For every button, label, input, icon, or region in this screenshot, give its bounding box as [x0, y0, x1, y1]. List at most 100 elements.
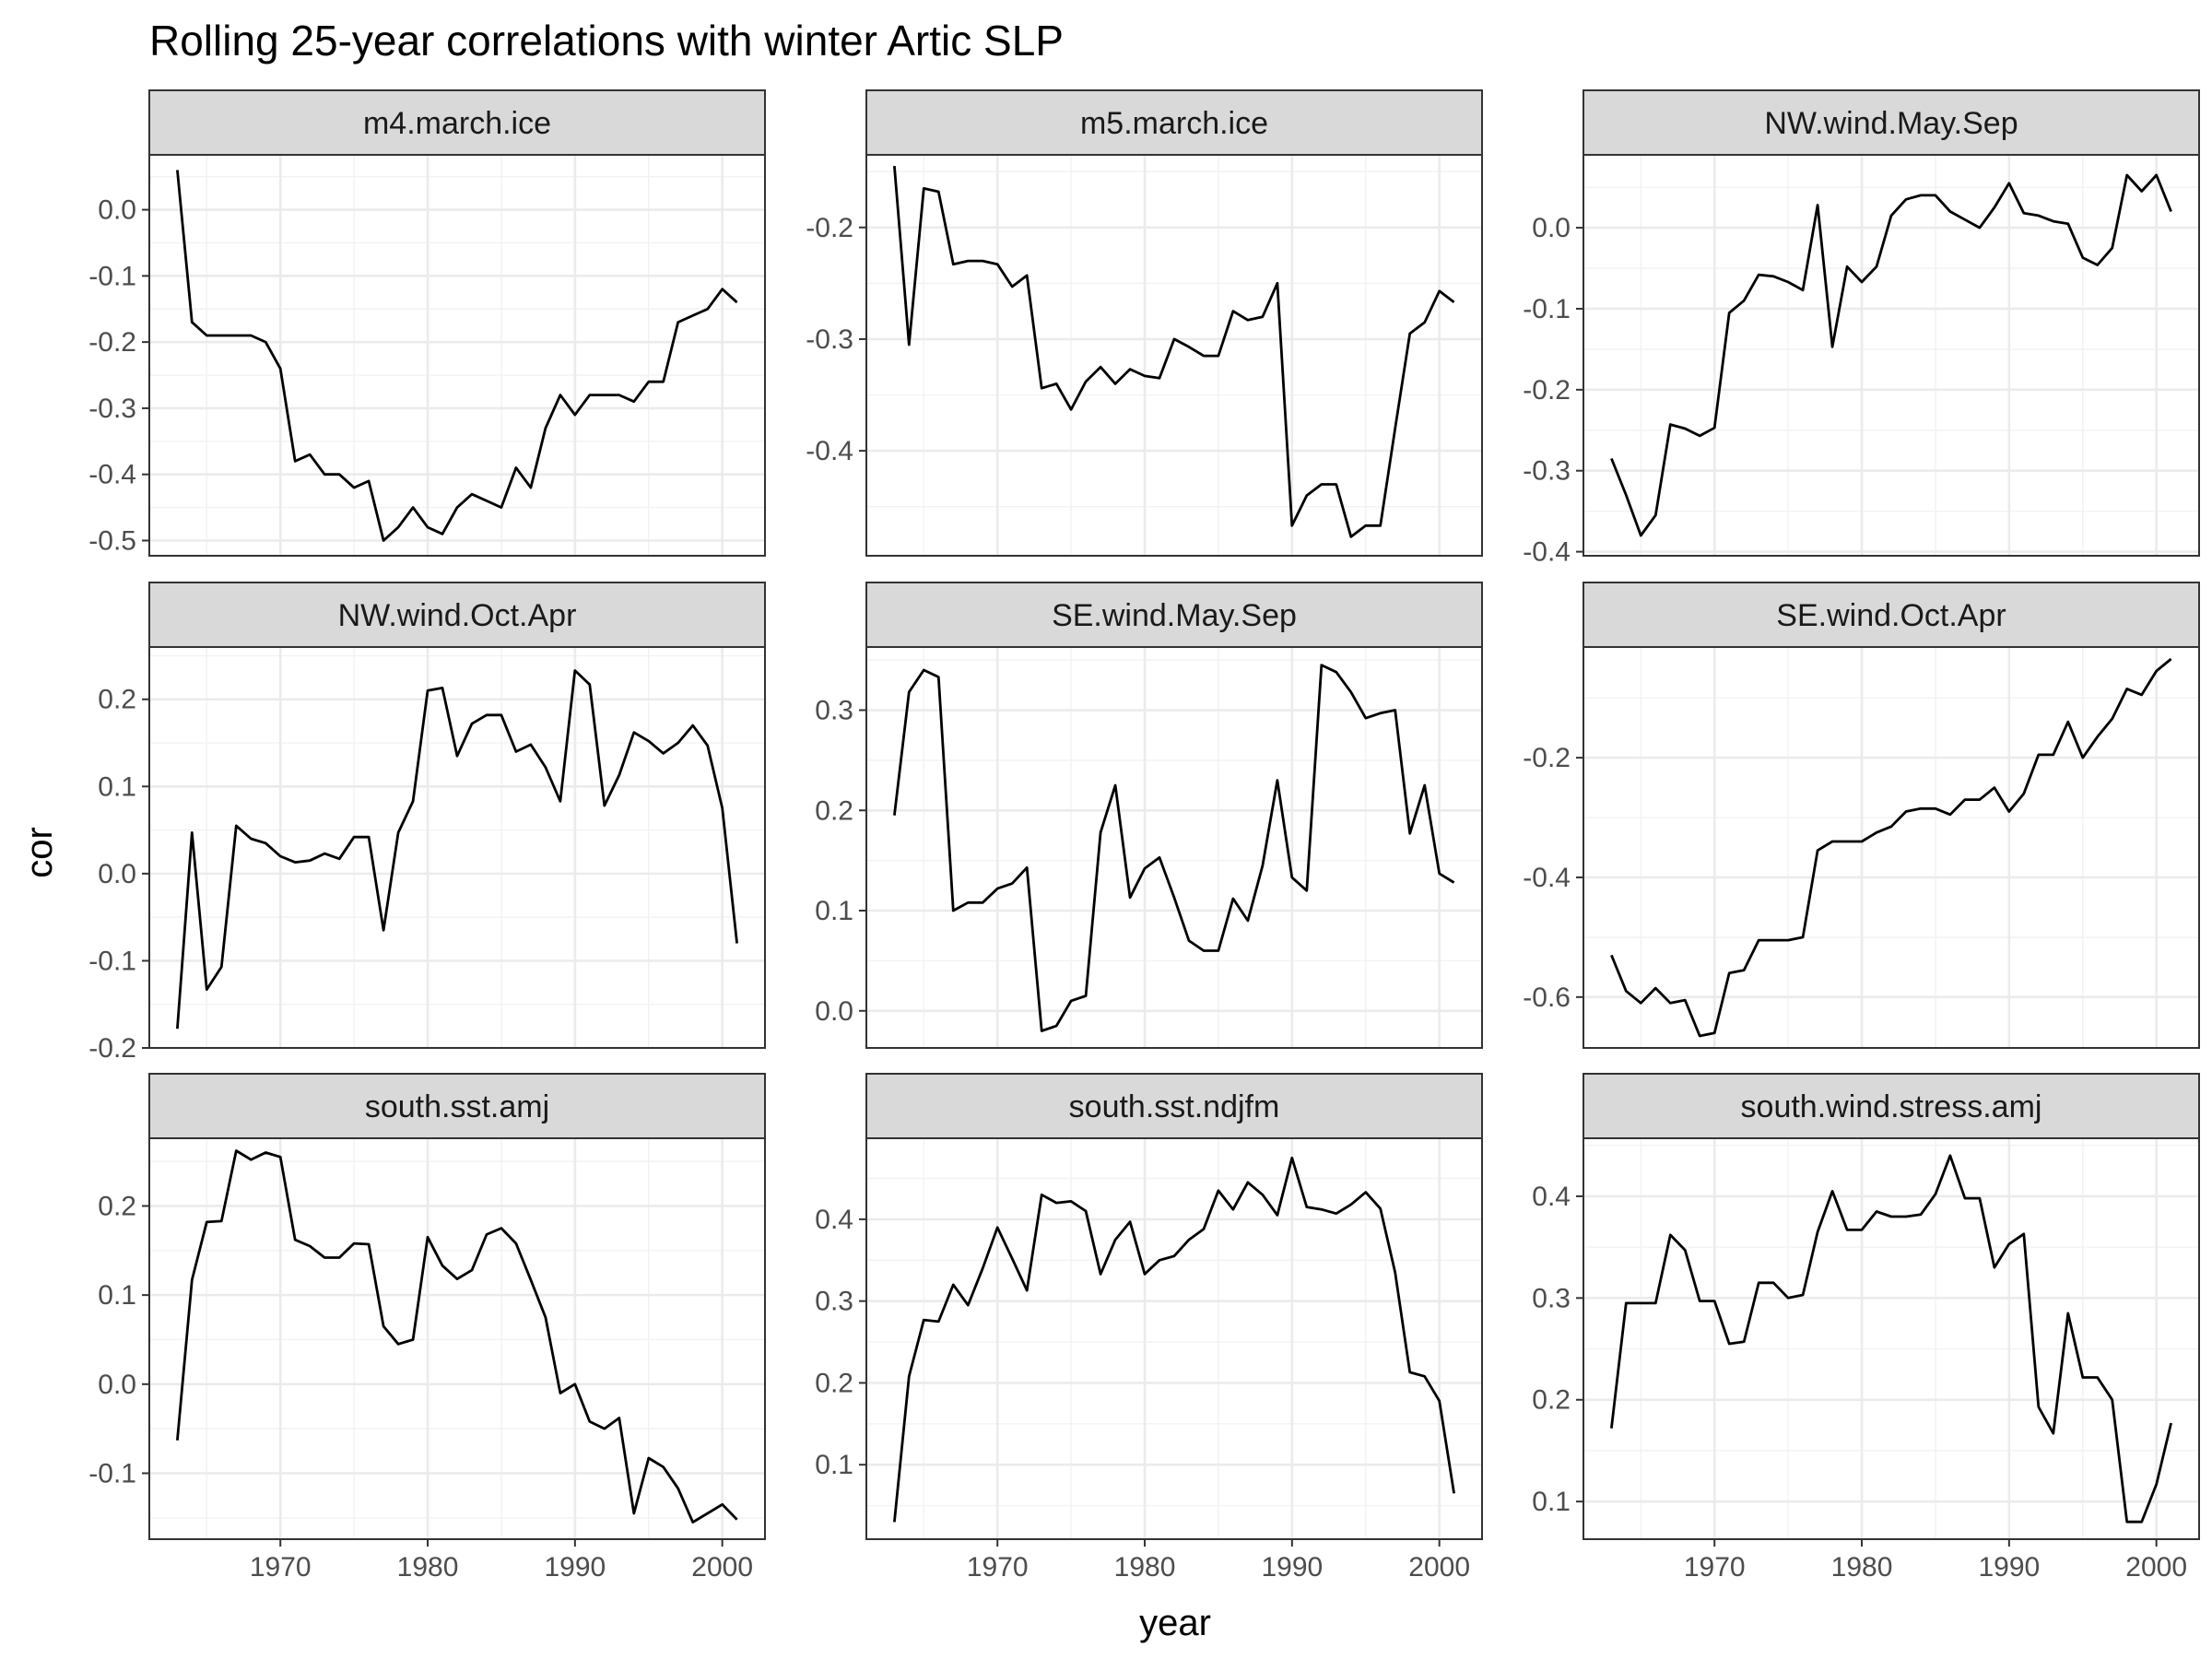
series-line [893, 165, 1455, 538]
series-line [893, 1156, 1455, 1523]
y-tick-label: -0.4 [806, 436, 853, 466]
facet-strip-label: m4.march.ice [363, 106, 551, 141]
x-tick-label: 1970 [967, 1552, 1029, 1583]
y-tick-label: 0.1 [815, 896, 853, 926]
panel-background [149, 647, 765, 1048]
facet-strip-label: NW.wind.Oct.Apr [338, 598, 577, 633]
series-line [1610, 1154, 2172, 1524]
facet-strip [148, 582, 766, 648]
y-tick-label: 0.4 [815, 1205, 853, 1235]
y-tick-label: 0.1 [815, 1450, 853, 1480]
y-tick-label: -0.3 [806, 324, 853, 355]
y-tick-label: 0.1 [1532, 1487, 1571, 1517]
facet-strip [865, 582, 1483, 648]
y-tick-label: -0.2 [1523, 743, 1571, 773]
y-tick-label: 0.0 [1532, 213, 1571, 243]
facet-strip [865, 89, 1483, 156]
facet-panel: south.sst.ndjfm 0.4 0.3 0.2 0.1 1970 1980 1990 2… [815, 1073, 1483, 1583]
x-axis-title: year [1139, 1603, 1211, 1643]
y-tick-label: -0.1 [1523, 294, 1571, 324]
series-line [893, 664, 1455, 1032]
y-tick-label: 0.0 [98, 859, 136, 889]
facet-panel: m4.march.ice 0.0 -0.1 -0.2 -0.3 -0.4 -0.5 [88, 89, 766, 557]
y-tick-label: 0.2 [98, 1191, 136, 1221]
panel-border [865, 1137, 1483, 1540]
y-tick-label: 0.2 [815, 795, 853, 826]
panel-border [148, 1137, 766, 1540]
series-line [176, 669, 738, 1030]
x-tick-label: 2000 [2125, 1552, 2187, 1583]
facet-strip-label: south.wind.stress.amj [1741, 1089, 2042, 1124]
y-tick-label: -0.5 [88, 525, 136, 556]
y-tick-label: -0.2 [88, 1033, 136, 1064]
panel-background [866, 155, 1482, 556]
x-tick-label: 1990 [1261, 1552, 1323, 1583]
facet-strip [1583, 89, 2200, 156]
panel-border [865, 154, 1483, 557]
facet-panel: NW.wind.Oct.Apr 0.2 0.1 0.0 -0.1 -0.2 [88, 582, 766, 1064]
facet-panel: SE.wind.May.Sep 0.3 0.2 0.1 0.0 [815, 582, 1483, 1049]
facet-strip-label: south.sst.amj [365, 1089, 549, 1124]
y-tick-label: 0.1 [98, 771, 136, 802]
y-axis-title: cor [19, 827, 60, 878]
y-tick-label: 0.3 [815, 696, 853, 726]
facet-strip-label: south.sst.ndjfm [1069, 1089, 1280, 1124]
facet-strip-label: m5.march.ice [1080, 106, 1268, 141]
facet-strip [1583, 582, 2200, 648]
panel-background [866, 1138, 1482, 1539]
facet-panel: south.sst.amj 0.2 0.1 0.0 -0.1 1970 1980 1990 20… [88, 1073, 766, 1583]
y-tick-label: -0.2 [806, 213, 853, 243]
y-tick-label: -0.2 [1523, 375, 1571, 406]
series-line [176, 1149, 738, 1524]
x-tick-label: 1970 [1684, 1552, 1746, 1583]
y-tick-label: 0.4 [1532, 1182, 1571, 1212]
facet-panel: m5.march.ice -0.2 -0.3 -0.4 [806, 89, 1483, 557]
panel-border [148, 154, 766, 557]
y-tick-label: 0.1 [98, 1280, 136, 1311]
y-tick-label: -0.4 [88, 460, 136, 490]
facet-panel: NW.wind.May.Sep 0.0 -0.1 -0.2 -0.3 -0.4 [1523, 89, 2200, 568]
facet-strip-label: NW.wind.May.Sep [1764, 106, 2018, 141]
y-tick-label: 0.3 [815, 1287, 853, 1317]
panel-background [1583, 155, 2199, 556]
series-line [1610, 173, 2172, 537]
panel-border [1583, 646, 2200, 1049]
facet-strip [1583, 1073, 2200, 1139]
x-tick-label: 1980 [1114, 1552, 1176, 1583]
x-tick-label: 2000 [1408, 1552, 1470, 1583]
y-tick-label: 0.2 [815, 1368, 853, 1398]
y-tick-label: -0.4 [1523, 863, 1571, 893]
y-tick-label: -0.6 [1523, 982, 1571, 1013]
panel-border [865, 646, 1483, 1049]
panel-border [148, 646, 766, 1049]
y-tick-label: 0.2 [98, 685, 136, 715]
panel-background [1583, 647, 2199, 1048]
facet-panel: SE.wind.Oct.Apr -0.2 -0.4 -0.6 [1523, 582, 2200, 1049]
facet-strip [865, 1073, 1483, 1139]
y-tick-label: 0.0 [98, 195, 136, 226]
series-line [1610, 657, 2172, 1038]
facet-panel: south.wind.stress.amj 0.4 0.3 0.2 0.1 1970 198… [1532, 1073, 2200, 1583]
series-line [176, 170, 738, 542]
facet-strip-label: SE.wind.May.Sep [1052, 598, 1297, 633]
x-tick-label: 1990 [1978, 1552, 2040, 1583]
y-tick-label: -0.1 [88, 946, 136, 976]
panel-border [1583, 154, 2200, 557]
x-tick-label: 2000 [691, 1552, 753, 1583]
y-tick-label: 0.0 [815, 996, 853, 1027]
y-tick-label: -0.3 [88, 394, 136, 424]
y-tick-label: 0.2 [1532, 1385, 1571, 1416]
y-tick-label: -0.4 [1523, 537, 1571, 568]
y-tick-label: -0.2 [88, 327, 136, 358]
y-tick-label: 0.3 [1532, 1283, 1571, 1313]
facet-strip-label: SE.wind.Oct.Apr [1776, 598, 2006, 633]
facet-panels: m4.march.ice 0.0 -0.1 -0.2 -0.3 -0.4 -0.5 m5.ma… [88, 89, 2200, 1583]
x-tick-label: 1990 [544, 1552, 606, 1583]
y-tick-label: -0.1 [88, 1458, 136, 1488]
panel-background [1583, 1138, 2199, 1539]
x-tick-label: 1980 [397, 1552, 459, 1583]
y-tick-label: 0.0 [98, 1370, 136, 1400]
y-tick-label: -0.3 [1523, 456, 1571, 487]
panel-border [1583, 1137, 2200, 1540]
